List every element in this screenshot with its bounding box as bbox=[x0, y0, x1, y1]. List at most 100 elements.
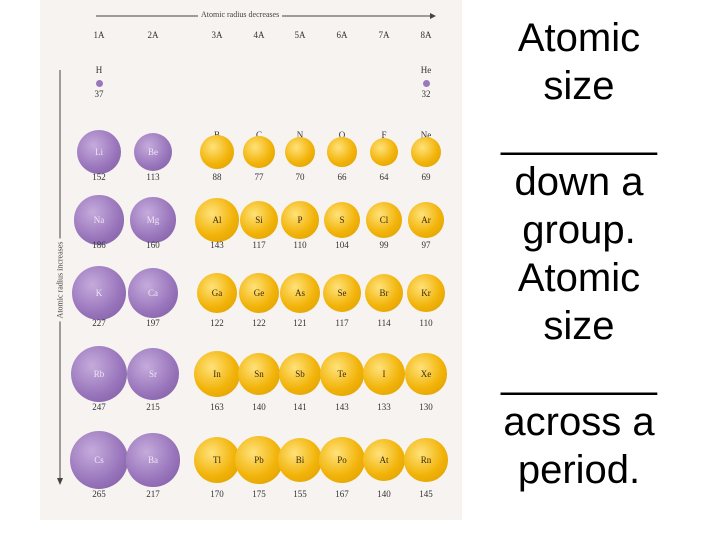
atom-k: K bbox=[71, 265, 127, 321]
atom-li: Li bbox=[76, 129, 122, 175]
element-symbol: O bbox=[338, 130, 346, 140]
atomic-radius-value: 143 bbox=[335, 402, 349, 412]
atom-rb: Rb bbox=[70, 345, 128, 403]
atomic-radius-value: 175 bbox=[252, 489, 266, 499]
atomic-radius-value: 217 bbox=[146, 489, 160, 499]
atom-symbol: Tl bbox=[212, 454, 221, 465]
atom-p: P bbox=[281, 201, 319, 239]
atom-na: Na bbox=[74, 195, 124, 245]
atomic-radius-value: 69 bbox=[421, 172, 431, 182]
top-arrow-head bbox=[430, 13, 436, 19]
atom-symbol: Ga bbox=[211, 287, 223, 298]
atom-symbol: Se bbox=[337, 287, 347, 298]
atom-ca: Ca bbox=[127, 267, 179, 319]
element-symbol: H bbox=[95, 65, 103, 75]
text-across-a: across a bbox=[503, 400, 655, 444]
atom-symbol: Ar bbox=[421, 214, 431, 225]
text-period: period. bbox=[517, 448, 641, 492]
atom-f bbox=[369, 137, 399, 167]
atomic-radius-value: 133 bbox=[377, 402, 391, 412]
atom-sr: Sr bbox=[126, 347, 180, 401]
atomic-radius-value: 141 bbox=[293, 402, 307, 412]
atomic-radius-value: 247 bbox=[92, 402, 106, 412]
atom-symbol: P bbox=[297, 214, 303, 225]
atomic-radius-value: 155 bbox=[293, 489, 307, 499]
slide-text: Atomic size _______ down a group. Atomic… bbox=[494, 14, 664, 494]
atomic-radius-value: 64 bbox=[379, 172, 389, 182]
atom-symbol: Sr bbox=[148, 368, 157, 379]
text-down-a: down a bbox=[514, 160, 644, 204]
atomic-radius-value: 117 bbox=[252, 240, 266, 250]
atomic-radius-value: 130 bbox=[419, 402, 433, 412]
atom-symbol: Na bbox=[93, 214, 105, 225]
atom-tl: Tl bbox=[193, 436, 241, 484]
atom-symbol: Pb bbox=[254, 454, 264, 465]
atom-symbol: Sn bbox=[254, 368, 264, 379]
atom-he bbox=[422, 80, 430, 87]
atom-symbol: Be bbox=[147, 146, 158, 157]
atom-symbol: Po bbox=[337, 454, 347, 465]
atomic-radius-value: 113 bbox=[146, 172, 160, 182]
atomic-radius-value: 197 bbox=[146, 318, 160, 328]
atomic-radius-value: 37 bbox=[94, 89, 104, 99]
atom-symbol: Cs bbox=[94, 454, 104, 465]
atomic-radius-value: 145 bbox=[419, 489, 433, 499]
atomic-radius-value: 110 bbox=[293, 240, 307, 250]
atom-sn: Sn bbox=[237, 352, 281, 396]
atom-symbol: Cl bbox=[379, 214, 389, 225]
group-header-4a: 4A bbox=[253, 30, 265, 40]
atomic-radius-value: 99 bbox=[379, 240, 389, 250]
group-header-2a: 2A bbox=[147, 30, 159, 40]
group-header-7a: 7A bbox=[378, 30, 390, 40]
atom-n bbox=[284, 136, 316, 168]
atom-al: Al bbox=[195, 198, 239, 242]
text-size-1: size bbox=[543, 64, 615, 108]
atom-symbol: At bbox=[379, 454, 389, 465]
atomic-radius-value: 122 bbox=[210, 318, 224, 328]
atom-te: Te bbox=[320, 352, 364, 396]
side-arrow-head bbox=[57, 478, 63, 485]
atomic-radius-value: 160 bbox=[146, 240, 160, 250]
atom-in: In bbox=[194, 351, 240, 397]
atom-kr: Kr bbox=[407, 274, 445, 312]
atom-cs: Cs bbox=[69, 430, 129, 490]
atomic-radius-value: 140 bbox=[252, 402, 266, 412]
atom-symbol: In bbox=[213, 368, 221, 379]
element-symbol: He bbox=[420, 65, 432, 75]
group-header-1a: 1A bbox=[93, 30, 105, 40]
atomic-radius-value: 121 bbox=[293, 318, 307, 328]
atom-mg: Mg bbox=[130, 197, 176, 243]
atom-br: Br bbox=[364, 273, 404, 313]
atomic-radius-value: 77 bbox=[254, 172, 264, 182]
atom-symbol: Xe bbox=[420, 368, 432, 379]
blank-2: _______ bbox=[501, 352, 657, 396]
group-header-6a: 6A bbox=[336, 30, 348, 40]
element-symbol: F bbox=[381, 130, 387, 140]
atom-be: Be bbox=[133, 132, 173, 172]
group-header-3a: 3A bbox=[211, 30, 223, 40]
atomic-radius-value: 104 bbox=[335, 240, 349, 250]
atom-cl: Cl bbox=[366, 202, 402, 238]
top-arrow-label: Atomic radius decreases bbox=[198, 10, 283, 19]
atomic-radius-value: 167 bbox=[335, 489, 349, 499]
atomic-radius-value: 227 bbox=[92, 318, 106, 328]
group-header-8a: 8A bbox=[420, 30, 432, 40]
atomic-radius-value: 117 bbox=[335, 318, 349, 328]
atom-c bbox=[243, 136, 275, 168]
atomic-radius-value: 170 bbox=[210, 489, 224, 499]
atom-i: I bbox=[363, 353, 405, 395]
atom-symbol: Mg bbox=[146, 214, 160, 225]
atom-pb: Pb bbox=[235, 436, 283, 484]
atomic-radius-value: 265 bbox=[92, 489, 106, 499]
group-header-5a: 5A bbox=[294, 30, 306, 40]
atom-s: S bbox=[323, 201, 361, 239]
atom-rn: Rn bbox=[404, 438, 448, 482]
element-symbol: Ne bbox=[420, 130, 432, 140]
atom-ne bbox=[411, 137, 441, 167]
atomic-radius-value: 97 bbox=[421, 240, 431, 250]
side-arrow-label: Atomic radius increases bbox=[55, 238, 65, 322]
atom-po: Po bbox=[318, 436, 366, 484]
blank-1: _______ bbox=[501, 112, 657, 156]
text-atomic-2: Atomic bbox=[517, 256, 641, 300]
atom-se: Se bbox=[322, 273, 362, 313]
